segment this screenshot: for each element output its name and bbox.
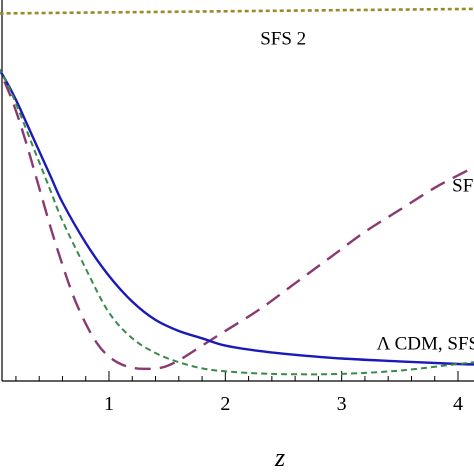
- curve-label: Λ CDM, SFS 3: [377, 333, 474, 354]
- series-line-curve-4: [0, 68, 474, 376]
- annotations: SFS 2 SFS 1 Λ CDM, SFS 3: [260, 29, 474, 355]
- x-tick-label: 1: [104, 393, 114, 415]
- curve-label: SFS 2: [260, 29, 306, 50]
- series-group: [0, 7, 474, 376]
- x-tick-label: 4: [453, 393, 463, 415]
- x-tick-label: 3: [337, 393, 347, 415]
- x-axis-label: z: [274, 443, 285, 472]
- x-axis-ticks: 1 2 3 4: [15, 371, 463, 415]
- series-line-sfs-1: [0, 70, 474, 371]
- series-line-sfs-2: [0, 7, 474, 15]
- series-line-cdm-sfs-3: [0, 68, 474, 366]
- curve-label: SFS 1: [452, 176, 474, 197]
- plot-frame: [1, 0, 474, 382]
- x-tick-label: 2: [220, 393, 230, 415]
